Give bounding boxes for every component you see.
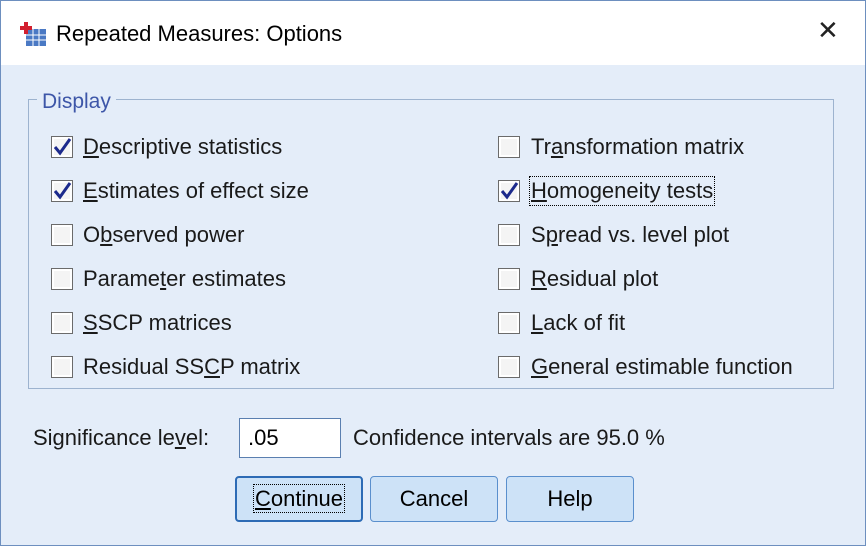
checkbox-label[interactable]: Residual plot <box>531 266 658 292</box>
checkbox-label[interactable]: Observed power <box>83 222 244 248</box>
checkbox-label[interactable]: Homogeneity tests <box>528 176 716 206</box>
label-part: SCP matrices <box>97 310 232 335</box>
button-label: Cancel <box>400 486 468 511</box>
label-part: C <box>254 486 271 511</box>
label-part: stimates of effect size <box>97 178 309 203</box>
label-part: Parame <box>83 266 161 291</box>
button[interactable]: Cancel <box>370 476 498 522</box>
label-part: ontinue <box>270 486 344 511</box>
label-part: b <box>100 222 113 247</box>
checkbox[interactable] <box>51 224 73 246</box>
checkbox-label[interactable]: Parameter estimates <box>83 266 286 292</box>
field-label: Significance level: <box>33 425 209 451</box>
checkbox[interactable] <box>51 136 73 158</box>
label-part: L <box>531 310 544 335</box>
label-part: escriptive statistics <box>98 134 283 159</box>
close-button[interactable]: ✕ <box>817 15 839 45</box>
checkbox[interactable] <box>498 180 520 202</box>
checkbox-label[interactable]: Lack of fit <box>531 310 625 336</box>
checkbox[interactable] <box>51 268 73 290</box>
label-part: R <box>531 266 547 291</box>
label-part: S <box>531 222 546 247</box>
checkbox-label[interactable]: Estimates of effect size <box>83 178 309 204</box>
checkbox-label[interactable]: General estimable function <box>531 354 793 380</box>
label-part: ack of fit <box>543 310 626 335</box>
checkbox[interactable] <box>498 312 520 334</box>
check-mark <box>53 182 72 200</box>
label-part: a <box>550 134 564 159</box>
checkbox[interactable] <box>498 224 520 246</box>
checkbox[interactable] <box>51 180 73 202</box>
button-label: Help <box>547 486 592 511</box>
check-mark <box>53 138 72 156</box>
label-part: Tr <box>531 134 551 159</box>
label-part: eneral estimable function <box>548 354 793 379</box>
label-part: C <box>204 354 220 379</box>
label-part: er estimates <box>166 266 286 291</box>
label-part: t <box>160 266 167 291</box>
label-part: D <box>83 134 99 159</box>
label-part: E <box>83 178 98 203</box>
checkbox-label[interactable]: SSCP matrices <box>83 310 232 336</box>
checkbox[interactable] <box>498 136 520 158</box>
checkbox-label[interactable]: Transformation matrix <box>531 134 744 160</box>
label-part: Residual SS <box>83 354 205 379</box>
checkbox-label[interactable]: Descriptive statistics <box>83 134 282 160</box>
label-part: S <box>83 310 98 335</box>
button[interactable]: Help <box>506 476 634 522</box>
button[interactable]: Continue <box>235 476 363 522</box>
checkbox-label[interactable]: Spread vs. level plot <box>531 222 729 248</box>
label-part: read vs. level plot <box>557 222 730 247</box>
label-part: el: <box>185 425 210 450</box>
label-part: G <box>531 354 549 379</box>
label-part: esidual plot <box>546 266 659 291</box>
group-legend: Display <box>37 90 116 114</box>
label-part: Cancel <box>399 486 469 511</box>
app-icon <box>20 22 46 46</box>
window-title: Repeated Measures: Options <box>56 21 343 46</box>
label-part: served power <box>112 222 245 247</box>
label-part: omogeneity tests <box>546 178 714 203</box>
label-part: Significance le <box>33 425 175 450</box>
checkbox[interactable] <box>51 312 73 334</box>
label-part: P matrix <box>219 354 301 379</box>
label-part: Help <box>547 486 593 511</box>
checkbox[interactable] <box>498 268 520 290</box>
label-part: O <box>83 222 101 247</box>
checkbox[interactable] <box>498 356 520 378</box>
button-label: Continue <box>252 484 346 513</box>
checkbox[interactable] <box>51 356 73 378</box>
checkbox-label[interactable]: Residual SSCP matrix <box>83 354 300 380</box>
significance-input[interactable]: .05 <box>239 418 341 458</box>
display-group <box>28 99 834 389</box>
label-part: H <box>531 178 547 203</box>
check-mark <box>500 182 519 200</box>
confidence-note: Confidence intervals are 95.0 % <box>353 425 665 450</box>
label-part: v <box>174 425 186 450</box>
title-bar: Repeated Measures: Options ✕ <box>1 1 865 65</box>
label-part: nsformation matrix <box>563 134 745 159</box>
label-part: p <box>545 222 558 247</box>
